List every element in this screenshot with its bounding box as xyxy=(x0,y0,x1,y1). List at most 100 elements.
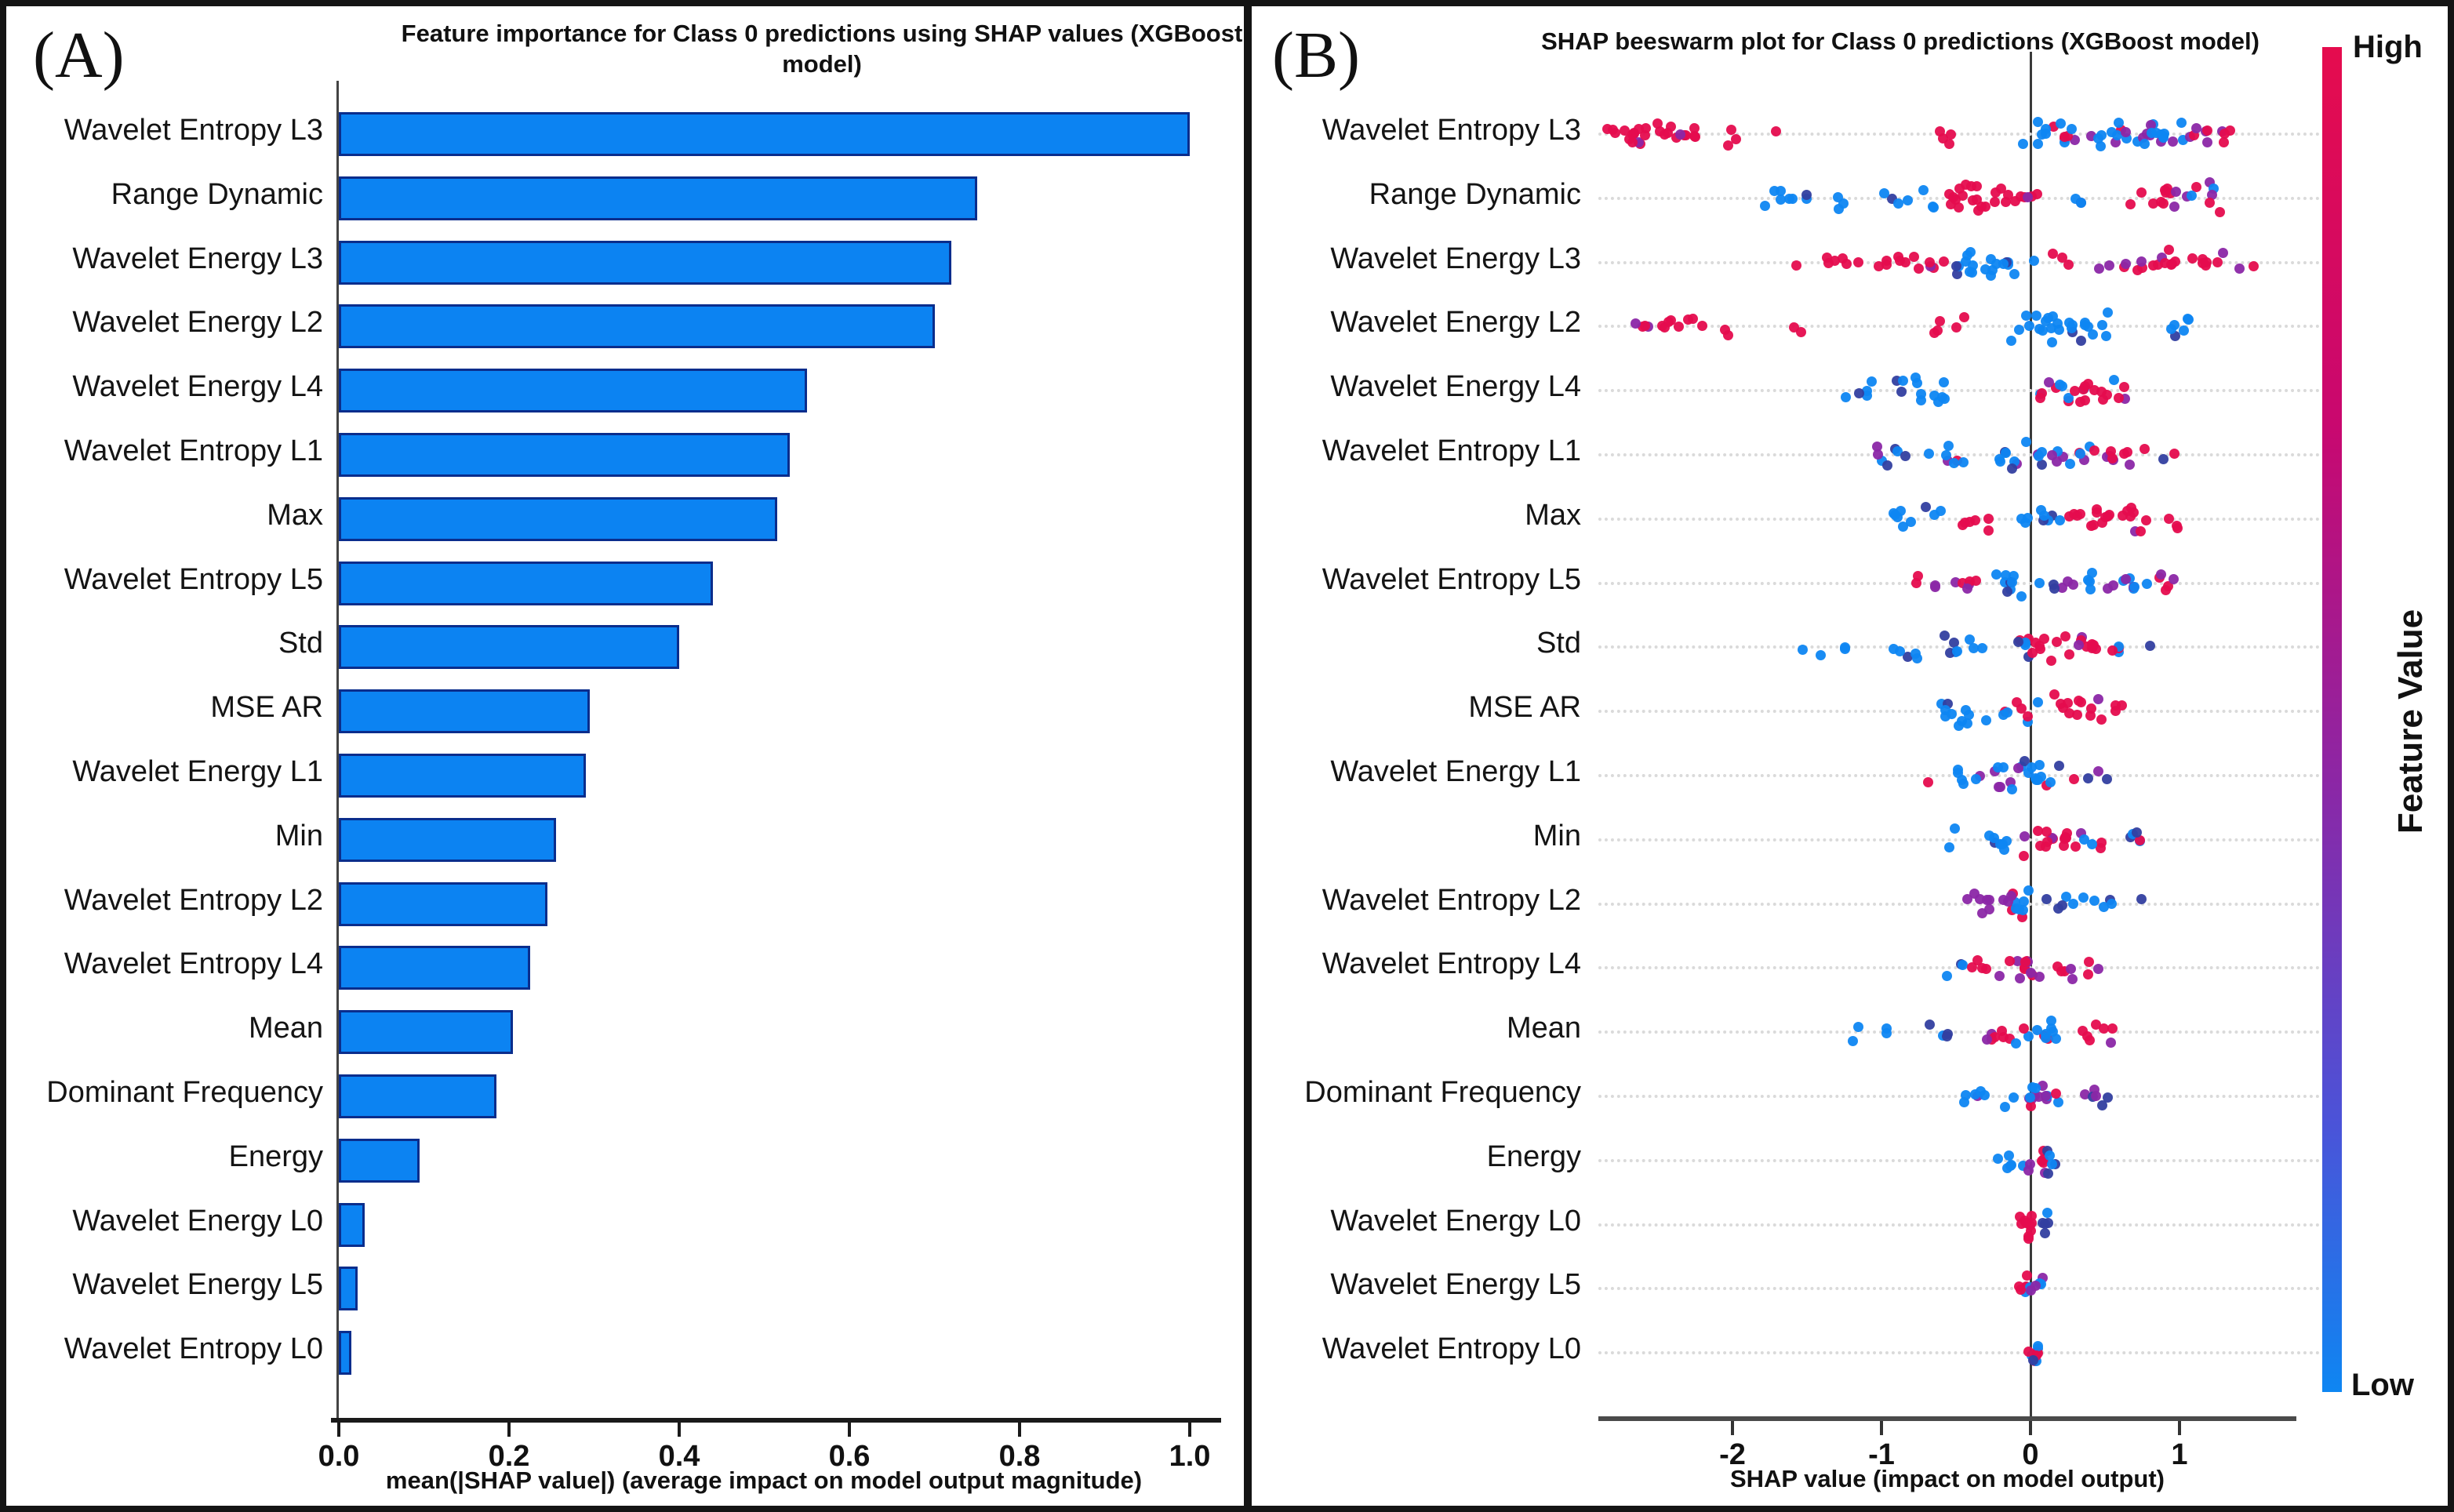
shap-dot xyxy=(1688,314,1699,325)
shap-dot xyxy=(2023,885,2034,896)
shap-dot xyxy=(1944,842,1955,853)
shap-dot xyxy=(2098,1023,2109,1034)
shap-dot xyxy=(2000,448,2011,459)
beeswarm-gridline xyxy=(1598,389,2320,393)
shap-dot xyxy=(2023,1030,2034,1041)
shap-dot xyxy=(1945,129,1956,140)
axis-tick-label: -2 xyxy=(1719,1438,1746,1471)
shap-dot xyxy=(1990,197,2001,208)
shap-dot xyxy=(2147,260,2158,271)
feature-label: Wavelet Entropy L2 xyxy=(64,883,323,917)
shap-dot xyxy=(2096,386,2107,397)
feature-label: Dominant Frequency xyxy=(1304,1076,1581,1109)
shap-dot xyxy=(2032,697,2043,708)
shap-dot xyxy=(2093,694,2104,705)
beeswarm-gridline xyxy=(1598,1030,2320,1034)
importance-bar xyxy=(339,1202,365,1247)
shap-dot xyxy=(2100,331,2111,342)
shap-dot xyxy=(1952,268,1963,279)
shap-dot xyxy=(2024,321,2035,332)
shap-dot xyxy=(2016,591,2027,602)
shap-dot xyxy=(1911,653,1922,664)
panel-a-title: Feature importance for Class 0 predictio… xyxy=(401,20,1243,78)
shap-dot xyxy=(2214,206,2225,217)
shap-dot xyxy=(1959,518,1970,529)
feature-label: Dominant Frequency xyxy=(46,1076,323,1109)
shap-dot xyxy=(2096,714,2107,725)
shap-dot xyxy=(2005,336,2016,347)
shap-dot xyxy=(2024,1092,2035,1103)
shap-dot xyxy=(2018,139,2029,150)
shap-dot xyxy=(1921,501,1932,512)
shap-dot xyxy=(2045,776,2056,787)
importance-bar xyxy=(339,1331,352,1376)
shap-dot xyxy=(1871,442,1882,453)
shap-dot xyxy=(1961,718,1972,729)
shap-dot xyxy=(2055,514,2065,525)
shap-dot xyxy=(2136,894,2147,905)
shap-dot xyxy=(2045,323,2056,334)
shap-dot xyxy=(2013,1281,2024,1292)
shap-dot xyxy=(2139,443,2150,454)
shap-dot xyxy=(2148,198,2159,209)
shap-dot xyxy=(2103,260,2114,271)
shap-dot xyxy=(1940,449,1951,460)
shap-dot xyxy=(2063,649,2074,660)
shap-dot xyxy=(1894,646,1905,657)
shap-dot xyxy=(1952,646,1963,657)
shap-dot xyxy=(1890,510,1901,521)
shap-dot xyxy=(1997,1025,2008,1036)
shap-dot xyxy=(1903,652,1914,663)
feature-label: Mean xyxy=(1506,1012,1581,1045)
shap-dot xyxy=(2151,128,2162,139)
shap-dot xyxy=(2095,141,2106,152)
shap-dot xyxy=(2034,392,2045,403)
axis-tick xyxy=(1188,1423,1191,1437)
shap-dot xyxy=(2034,760,2045,771)
axis-tick-label: 1 xyxy=(2171,1438,2188,1471)
shap-dot xyxy=(2096,843,2107,854)
shap-dot xyxy=(2107,453,2118,464)
shap-dot xyxy=(2134,834,2145,845)
shap-dot xyxy=(2012,955,2023,966)
shap-dot xyxy=(1619,125,1630,136)
shap-dot xyxy=(1840,391,1851,402)
beeswarm-gridline xyxy=(1598,710,2320,714)
shap-dot xyxy=(2219,137,2230,148)
shap-dot xyxy=(2001,707,2012,718)
shap-dot xyxy=(1983,831,1994,841)
shap-dot xyxy=(2047,336,2058,347)
shap-dot xyxy=(1623,133,1634,144)
shap-dot xyxy=(1639,320,1650,331)
shap-dot xyxy=(2007,463,2018,474)
shap-dot xyxy=(1940,393,1950,404)
shap-dot xyxy=(2146,119,2157,130)
shap-dot xyxy=(2071,709,2082,720)
feature-label: Max xyxy=(267,498,323,532)
beeswarm-gridline xyxy=(1598,902,2320,906)
shap-dot xyxy=(1689,123,1700,134)
shap-dot xyxy=(1832,192,1843,203)
shap-dot xyxy=(2039,510,2050,521)
beeswarm-gridline xyxy=(1598,1223,2320,1227)
shap-dot xyxy=(1723,140,1734,151)
panel-divider xyxy=(1244,6,1252,1506)
importance-bar xyxy=(339,240,952,285)
shap-dot xyxy=(2076,197,2087,208)
shap-dot xyxy=(2103,307,2114,318)
colorbar-low-label: Low xyxy=(2351,1368,2414,1402)
shap-dot xyxy=(1913,571,1924,581)
shap-dot xyxy=(1961,893,1972,904)
shap-dot xyxy=(1881,1028,1892,1039)
feature-value-colorbar xyxy=(2322,47,2342,1392)
shap-dot xyxy=(2074,449,2085,459)
shap-dot xyxy=(2082,969,2093,980)
feature-label: Wavelet Energy L4 xyxy=(72,370,323,404)
shap-dot xyxy=(1938,376,1949,387)
shap-dot xyxy=(1952,765,1963,776)
feature-label: Std xyxy=(278,627,323,660)
shap-dot xyxy=(1929,582,1940,593)
shap-dot xyxy=(2029,256,2040,267)
shap-dot xyxy=(1847,1035,1858,1046)
